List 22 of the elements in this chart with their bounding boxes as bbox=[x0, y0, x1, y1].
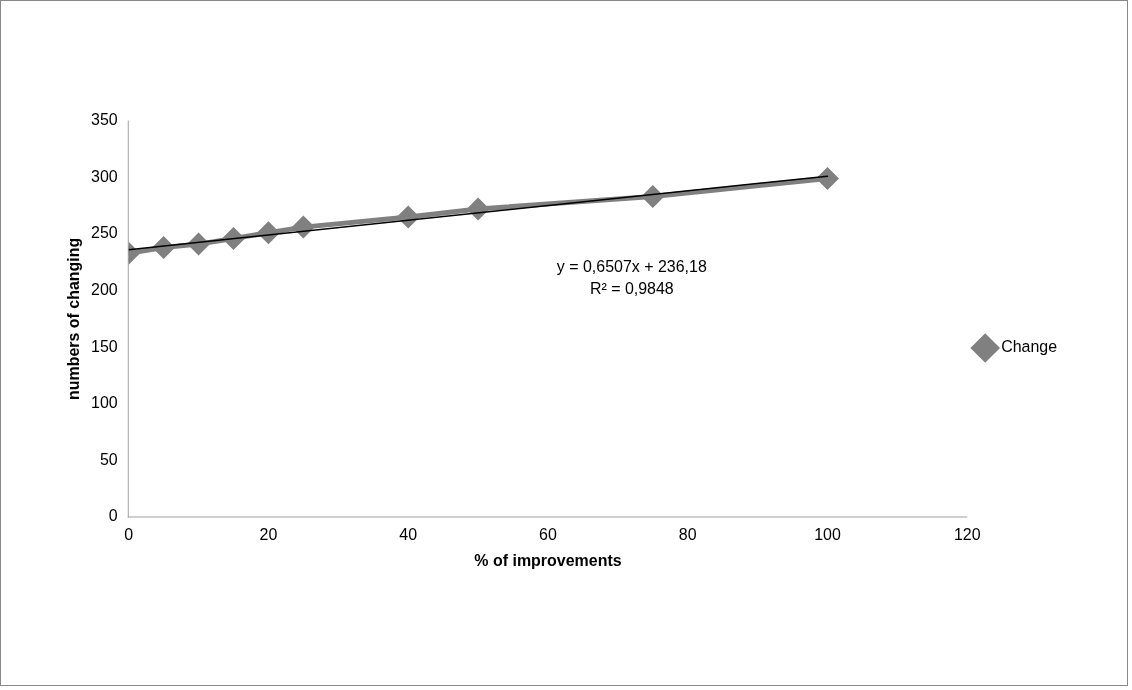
x-tick-label: 120 bbox=[953, 526, 981, 544]
y-tick-label: 300 bbox=[91, 167, 118, 185]
y-tick-label: 150 bbox=[91, 337, 118, 355]
x-axis-title: % of improvements bbox=[474, 552, 622, 570]
y-axis-title: numbers of changing bbox=[64, 237, 82, 400]
x-tick-label: 0 bbox=[124, 526, 134, 544]
x-tick-label: 60 bbox=[539, 526, 557, 544]
x-tick-label: 40 bbox=[399, 526, 418, 544]
annotation: R² = 0,9848 bbox=[589, 279, 674, 297]
y-tick-label: 0 bbox=[108, 507, 118, 525]
y-tick-label: 350 bbox=[91, 111, 118, 129]
x-tick-label: 100 bbox=[814, 526, 841, 544]
point bbox=[292, 216, 314, 238]
legend-label: Change bbox=[1001, 338, 1058, 356]
y-tick-label: 250 bbox=[91, 224, 118, 242]
point bbox=[816, 167, 838, 189]
y-tick-label: 200 bbox=[91, 280, 118, 298]
y-tick-label: 100 bbox=[91, 394, 118, 412]
y-tick-label: 50 bbox=[99, 450, 118, 468]
x-tick-label: 20 bbox=[259, 526, 278, 544]
x-tick-label: 80 bbox=[678, 526, 697, 544]
annotation: y = 0,6507x + 236,18 bbox=[556, 257, 707, 275]
